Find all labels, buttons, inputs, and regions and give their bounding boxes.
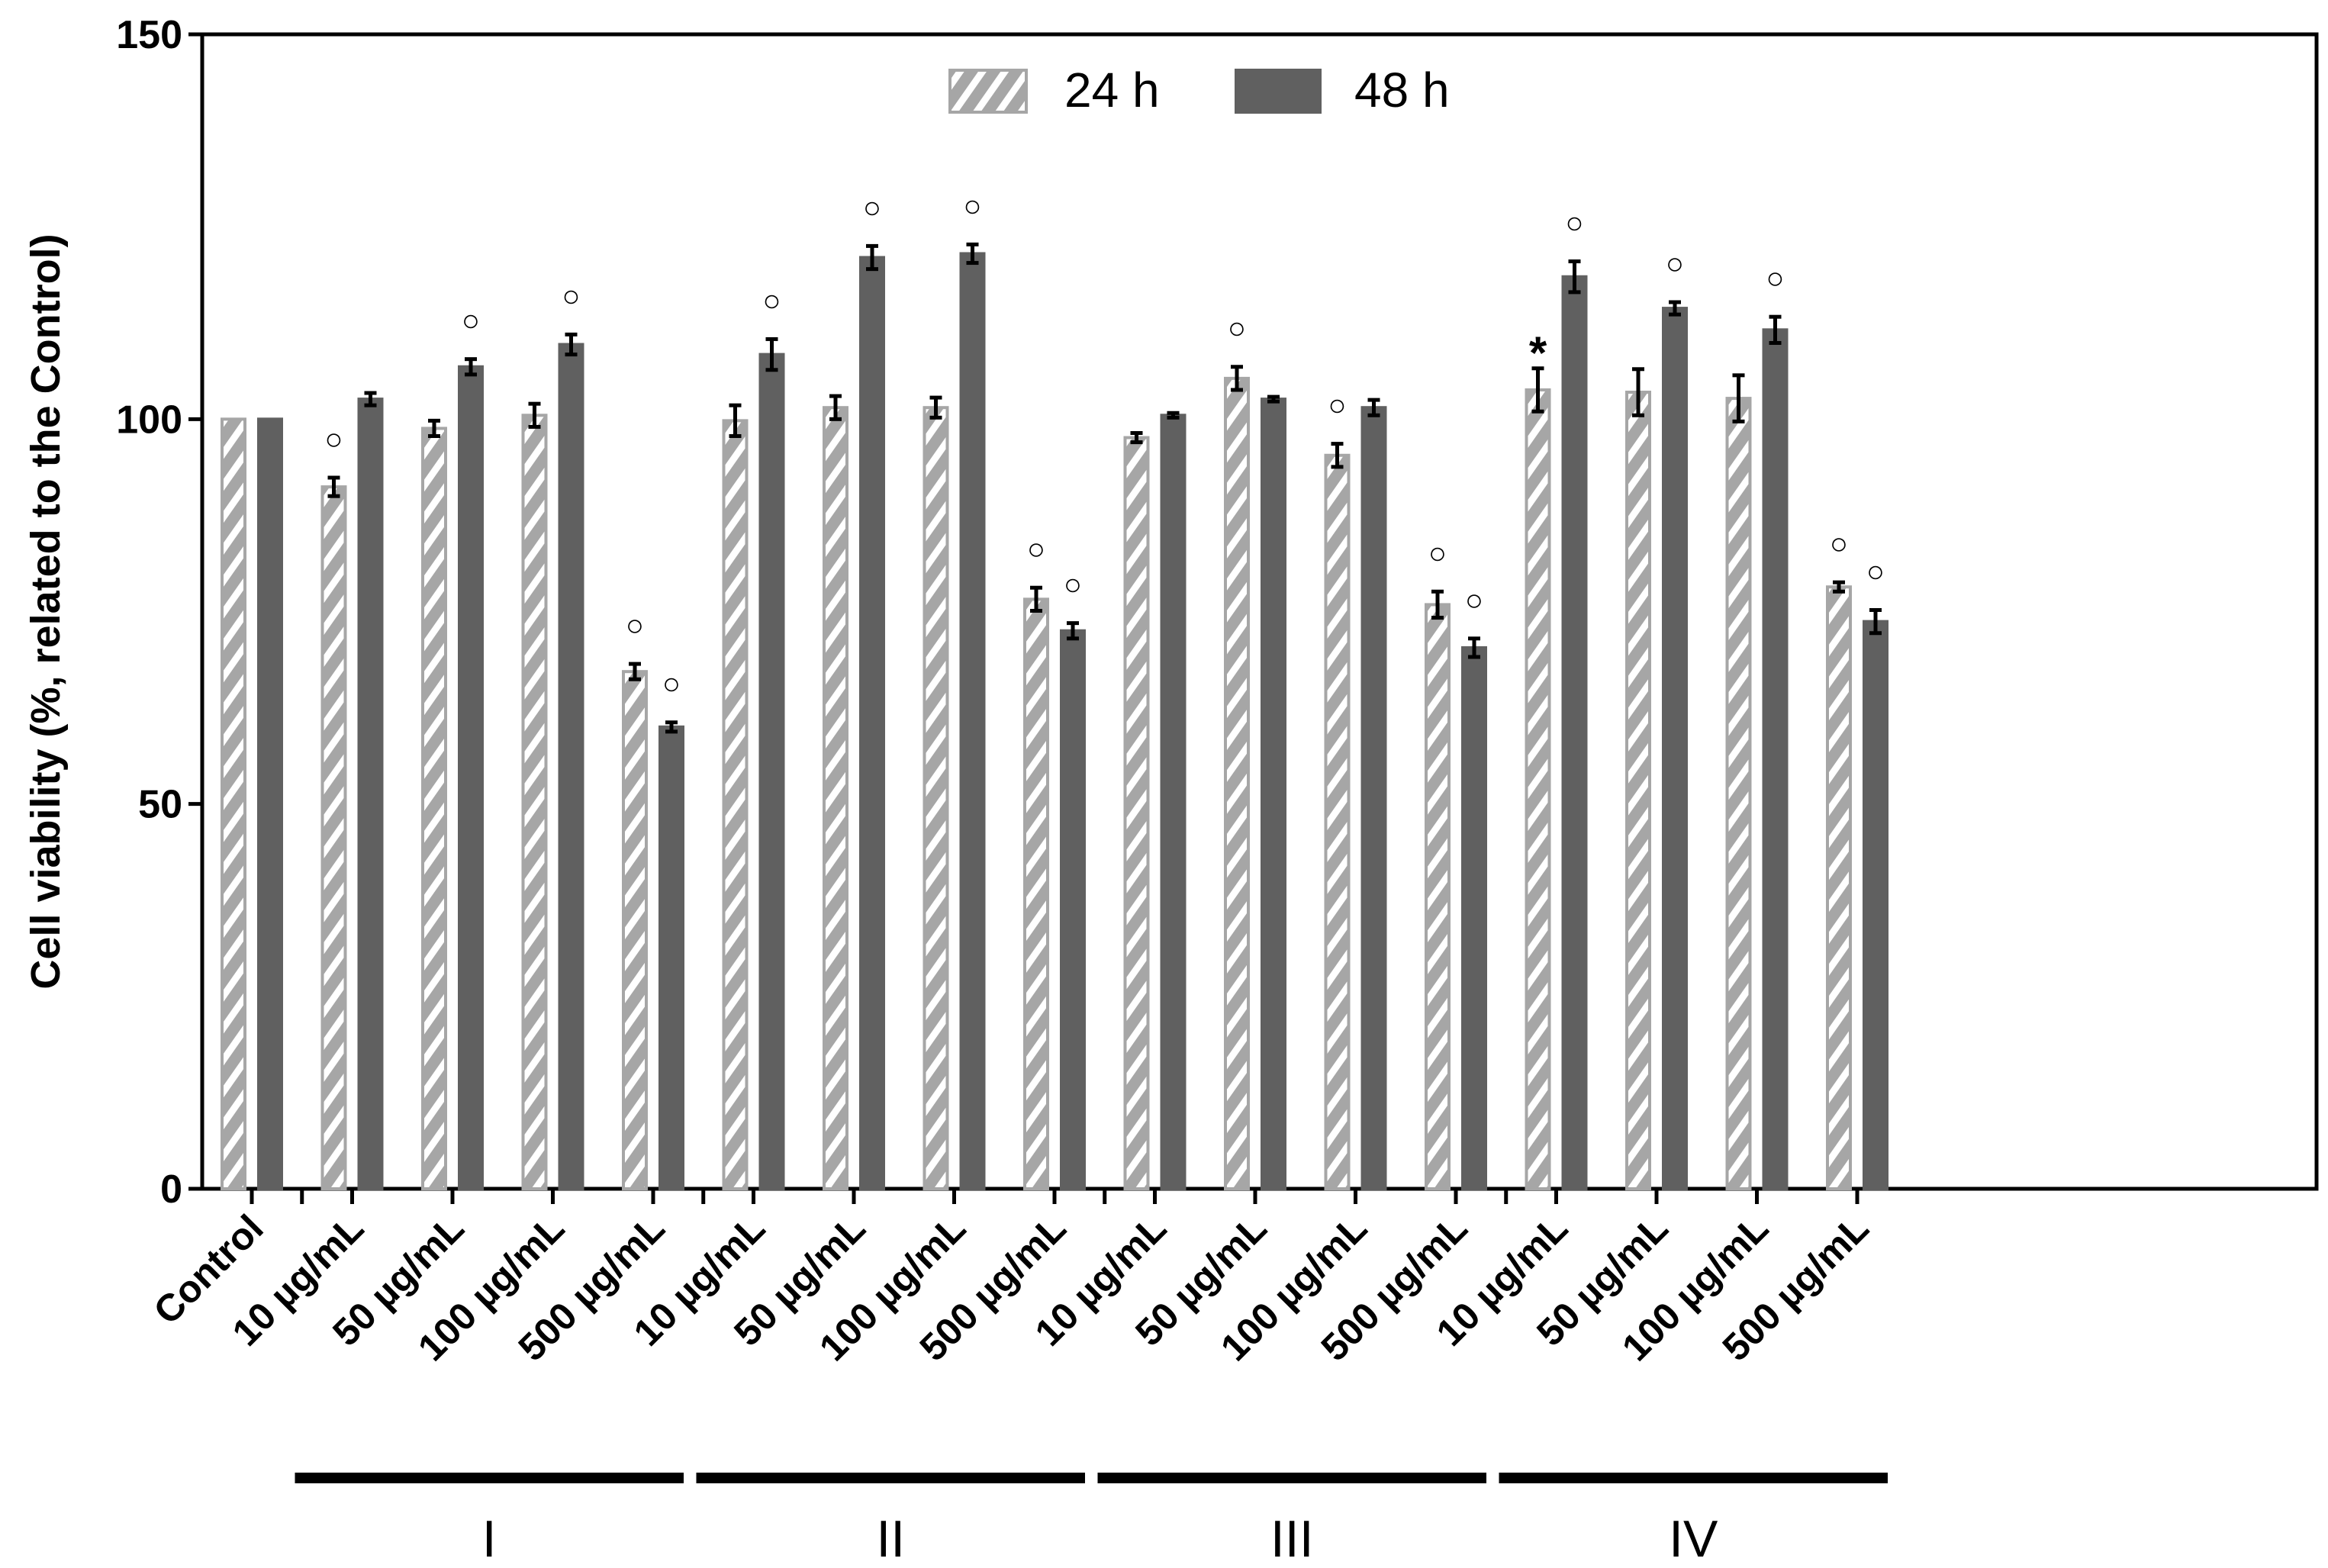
- significance-marker: ○: [662, 668, 681, 701]
- bar-24h: [1625, 391, 1651, 1190]
- significance-marker: ○: [1766, 262, 1784, 295]
- bar-48h: [859, 256, 885, 1191]
- bar-48h: [1261, 398, 1286, 1190]
- group-label: IV: [1669, 1510, 1718, 1568]
- group-label: I: [482, 1510, 497, 1568]
- bar-24h: [622, 670, 648, 1190]
- bar-24h: [1324, 453, 1351, 1190]
- bar-48h: [1561, 275, 1588, 1191]
- legend-label-48h: 48 h: [1354, 63, 1450, 118]
- bar-48h: [1662, 307, 1688, 1190]
- bar-24h: [1525, 388, 1551, 1190]
- bar-48h: [257, 417, 283, 1190]
- y-tick-label: 0: [160, 1167, 182, 1212]
- bar-24h: [823, 406, 848, 1190]
- bar-24h: [1023, 597, 1049, 1190]
- bar-24h: [1425, 603, 1451, 1190]
- group-bracket: [696, 1473, 1085, 1483]
- bar-24h: [1725, 397, 1752, 1190]
- bar-48h: [458, 365, 484, 1190]
- bar-24h: [221, 417, 246, 1190]
- y-axis-label: Cell viability (%, related to the Contro…: [23, 233, 69, 989]
- bar-24h: [1224, 376, 1250, 1190]
- legend-swatch-24h: [948, 69, 1028, 114]
- significance-marker: ○: [324, 423, 343, 456]
- bar-24h: [1123, 436, 1150, 1190]
- group-bracket: [1097, 1473, 1486, 1483]
- significance-marker: ○: [1328, 389, 1346, 423]
- group-bracket: [1499, 1473, 1888, 1483]
- significance-marker: ○: [1228, 312, 1246, 346]
- bar-48h: [1461, 646, 1487, 1190]
- y-tick-label: 50: [138, 783, 182, 827]
- significance-marker: ○: [1866, 555, 1885, 588]
- y-tick-label: 150: [116, 13, 182, 57]
- significance-marker: ○: [1465, 584, 1483, 617]
- significance-marker: ○: [1027, 533, 1045, 566]
- bar-48h: [1160, 414, 1187, 1190]
- y-tick-label: 100: [116, 398, 182, 442]
- significance-marker: ○: [1428, 536, 1447, 570]
- bar-48h: [1762, 328, 1789, 1190]
- significance-marker: ○: [562, 279, 580, 313]
- bar-24h: [923, 406, 949, 1190]
- significance-marker: *: [1529, 327, 1547, 378]
- significance-marker: ○: [1064, 568, 1082, 602]
- bar-48h: [959, 252, 986, 1191]
- bar-48h: [1863, 620, 1888, 1190]
- group-label: III: [1270, 1510, 1314, 1568]
- significance-marker: ○: [762, 284, 781, 317]
- plot-frame: [200, 32, 2319, 1191]
- significance-marker: ○: [1666, 247, 1684, 281]
- legend-label-24h: 24 h: [1064, 63, 1160, 118]
- significance-marker: ○: [863, 191, 881, 224]
- bar-48h: [1360, 406, 1387, 1190]
- bar-48h: [758, 353, 785, 1190]
- bar-24h: [320, 485, 347, 1190]
- group-label: II: [876, 1510, 905, 1568]
- significance-marker: ○: [963, 189, 981, 223]
- bar-24h: [521, 414, 548, 1190]
- bar-48h: [357, 398, 384, 1190]
- bar-24h: [1826, 585, 1852, 1190]
- bar-48h: [658, 725, 684, 1190]
- significance-marker: ○: [626, 609, 644, 642]
- significance-marker: ○: [1830, 527, 1848, 561]
- bar-48h: [558, 343, 584, 1190]
- bar-24h: [722, 419, 749, 1190]
- significance-marker: ○: [1565, 207, 1583, 240]
- significance-marker: ○: [462, 304, 480, 338]
- group-bracket: [295, 1473, 684, 1483]
- bar-48h: [1060, 629, 1086, 1190]
- legend-swatch-48h: [1235, 69, 1322, 114]
- bar-24h: [421, 427, 447, 1190]
